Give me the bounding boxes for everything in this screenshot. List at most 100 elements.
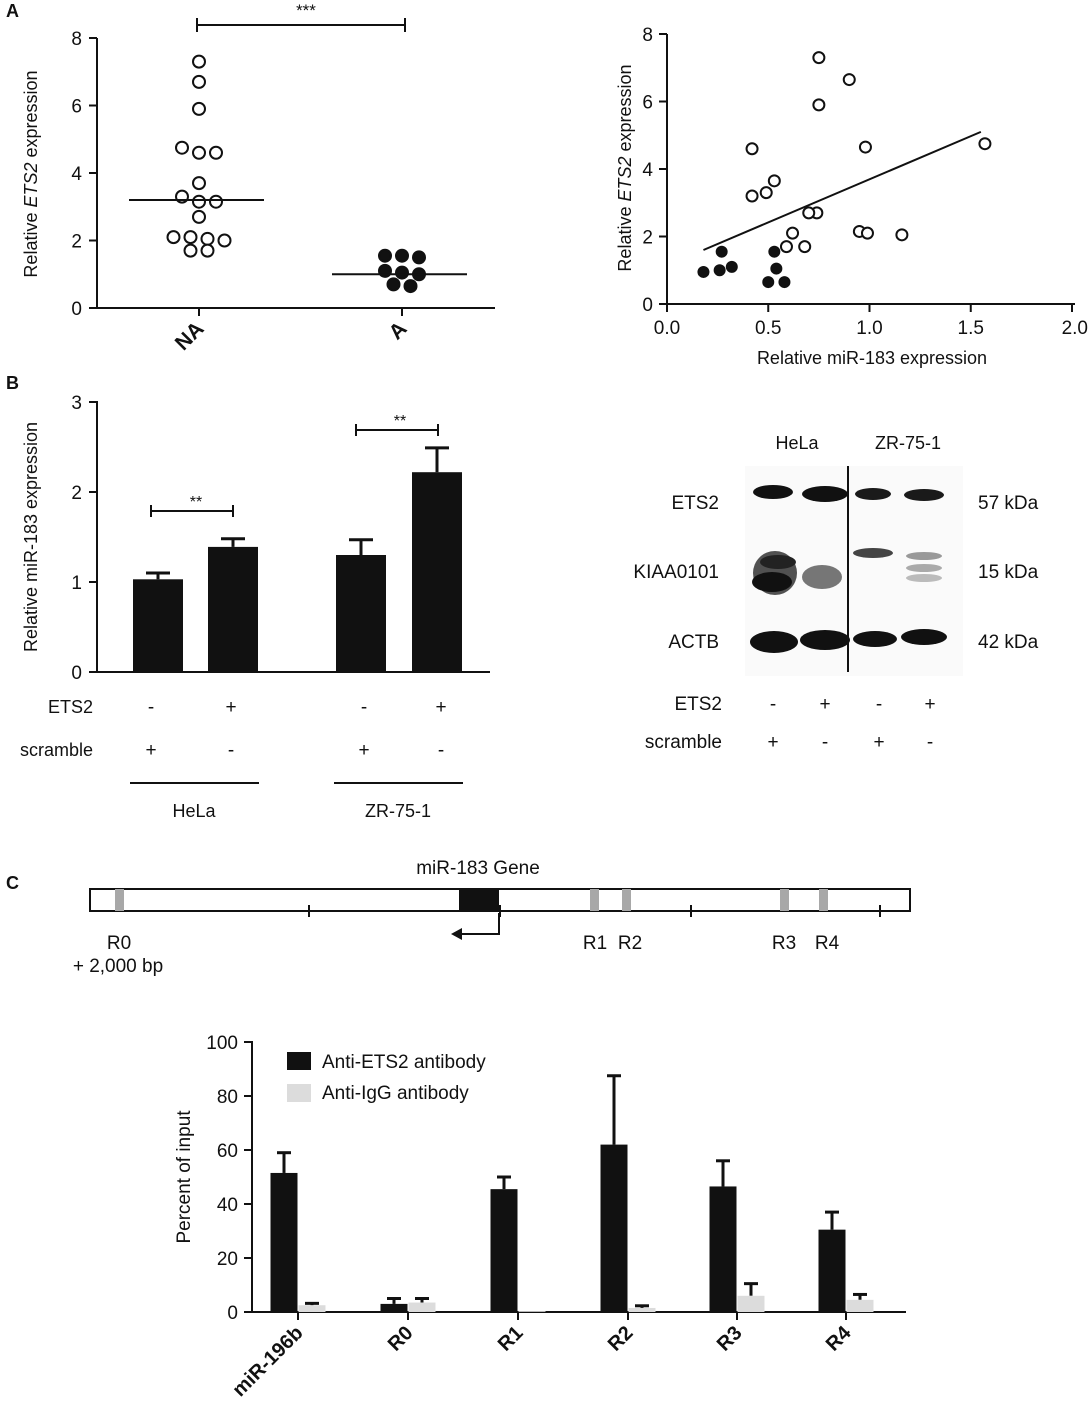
a-left-point-na bbox=[200, 243, 215, 258]
blot-group-zr: ZR-75-1 bbox=[875, 433, 941, 453]
a-right-point-open bbox=[895, 228, 909, 242]
a-left-point-na bbox=[183, 243, 198, 258]
b-left-scramble-sign: - bbox=[228, 740, 234, 761]
gene-map-label-r3: R3 bbox=[772, 933, 796, 954]
legend-swatch-igg bbox=[287, 1084, 311, 1102]
a-left-point-a bbox=[378, 248, 392, 263]
c-bar-anti-igg bbox=[846, 1299, 874, 1312]
b-left-ets2-sign: - bbox=[148, 697, 154, 718]
b-left-ets2-sign: + bbox=[435, 697, 446, 718]
b-left-y-tick-label: 0 bbox=[71, 663, 82, 684]
a-right-point-open bbox=[767, 174, 781, 188]
a-left-x-label: A bbox=[385, 317, 412, 344]
c-bar-anti-ets2 bbox=[818, 1229, 846, 1312]
a-left-x-label: NA bbox=[171, 317, 209, 355]
blot-ets2-sign: - bbox=[876, 694, 882, 715]
c-y-tick-label: 80 bbox=[217, 1087, 238, 1108]
b-left-scramble-sign: + bbox=[145, 740, 156, 761]
b-left-group-zr: ZR-75-1 bbox=[365, 801, 431, 821]
a-right-point-open bbox=[802, 206, 816, 220]
blot-band bbox=[855, 488, 891, 500]
a-left-y-tick-label: 6 bbox=[71, 97, 82, 118]
c-y-label: Percent of input bbox=[174, 1110, 195, 1244]
blot-band bbox=[904, 489, 944, 501]
a-left-point-na bbox=[192, 54, 206, 69]
gene-map-label-r1: R1 bbox=[583, 933, 607, 954]
blot-band bbox=[901, 629, 947, 645]
b-left-significance-zr: ** bbox=[394, 413, 406, 430]
gene-map-region-r3 bbox=[780, 889, 789, 911]
a-right-point-open bbox=[812, 51, 826, 65]
a-right-point-filled bbox=[697, 265, 710, 278]
a-right-y-label: Relative ETS2 expression bbox=[615, 64, 635, 271]
a-right-point-filled bbox=[768, 245, 781, 258]
blot-row-label-ets2: ETS2 bbox=[674, 694, 722, 715]
c-y-tick-label: 40 bbox=[217, 1195, 238, 1216]
b-left-row-label-ets2: ETS2 bbox=[48, 697, 93, 717]
blot-row-kiaa0101 bbox=[752, 548, 942, 595]
legend-swatch-ets2 bbox=[287, 1052, 311, 1070]
blot-scramble-sign: - bbox=[822, 732, 828, 753]
blot-band bbox=[760, 555, 796, 569]
a-left-point-na bbox=[217, 233, 232, 248]
gene-map-region-r4 bbox=[819, 889, 828, 911]
chart-b-left: 0 1 2 3 Relative miR-183 expression ** ** E… bbox=[20, 393, 490, 821]
c-bar-anti-igg bbox=[518, 1311, 546, 1312]
tss-arrow-head-icon bbox=[451, 928, 462, 940]
b-left-y-label: Relative miR-183 expression bbox=[21, 422, 41, 652]
blot-scramble-sign: + bbox=[873, 732, 884, 753]
blot-band bbox=[753, 485, 793, 499]
b-left-group-hela: HeLa bbox=[172, 801, 216, 821]
a-left-point-na bbox=[192, 74, 206, 89]
gene-map-mir183-block bbox=[459, 889, 499, 911]
blot-band bbox=[800, 630, 850, 650]
a-left-y-label: Relative ETS2 expression bbox=[21, 70, 41, 277]
a-right-point-open bbox=[779, 240, 793, 254]
blot-kda-ets2: 57 kDa bbox=[978, 493, 1039, 514]
a-right-y-tick-label: 8 bbox=[642, 25, 653, 46]
a-right-point-open bbox=[786, 226, 800, 240]
a-left-y-tick-label: 8 bbox=[71, 29, 82, 50]
chart-c-bottom: 0 20 40 60 80 100 Percent of input Anti-ETS2 … bbox=[174, 1033, 906, 1401]
blot-ets2-sign: + bbox=[819, 694, 830, 715]
a-left-point-a bbox=[412, 250, 426, 265]
blot-protein-kiaa0101: KIAA0101 bbox=[633, 562, 719, 583]
a-right-y-tick-label: 6 bbox=[642, 93, 653, 114]
blot-row-actb bbox=[750, 629, 947, 653]
gene-map-offset-label: + 2,000 bp bbox=[73, 956, 163, 977]
a-left-point-na bbox=[209, 145, 223, 160]
a-right-x-tick-label: 1.0 bbox=[856, 318, 882, 339]
blot-row-label-scramble: scramble bbox=[645, 732, 722, 753]
b-left-scramble-sign: + bbox=[358, 740, 369, 761]
blot-scramble-sign: + bbox=[767, 732, 778, 753]
c-bar-anti-ets2 bbox=[270, 1172, 298, 1312]
c-bar-anti-igg bbox=[628, 1307, 656, 1312]
gene-map-region-r2 bbox=[622, 889, 631, 911]
b-left-bar bbox=[208, 546, 258, 672]
b-left-bar bbox=[133, 579, 183, 672]
a-right-point-open bbox=[978, 137, 992, 151]
a-left-point-a bbox=[403, 279, 418, 294]
blot-protein-actb: ACTB bbox=[668, 632, 719, 653]
gene-map-region-r0 bbox=[115, 889, 124, 911]
a-right-point-open bbox=[842, 73, 856, 87]
c-bar-anti-igg bbox=[737, 1295, 765, 1312]
a-left-point-na bbox=[192, 194, 206, 209]
a-right-point-open bbox=[812, 98, 826, 112]
blot-band bbox=[853, 631, 897, 647]
blot-band bbox=[750, 631, 798, 653]
a-left-point-na bbox=[192, 176, 206, 191]
a-left-point-na bbox=[175, 140, 189, 155]
blot-kda-kiaa0101: 15 kDa bbox=[978, 562, 1039, 583]
blot-band bbox=[906, 552, 942, 560]
chart-a-left: 0 2 4 6 8 Relative ETS2 expression *** NA A bbox=[21, 1, 495, 355]
a-right-y-tick-label: 2 bbox=[642, 228, 653, 249]
b-left-significance-hela: ** bbox=[190, 494, 202, 511]
a-right-point-open bbox=[745, 189, 759, 203]
legend-label-igg: Anti-IgG antibody bbox=[322, 1083, 469, 1104]
a-left-y-tick-label: 2 bbox=[71, 232, 82, 253]
blot-group-hela: HeLa bbox=[775, 433, 819, 453]
a-right-point-filled bbox=[778, 276, 791, 289]
b-left-y-tick-label: 2 bbox=[71, 483, 82, 504]
blot-protein-ets2: ETS2 bbox=[671, 493, 719, 514]
